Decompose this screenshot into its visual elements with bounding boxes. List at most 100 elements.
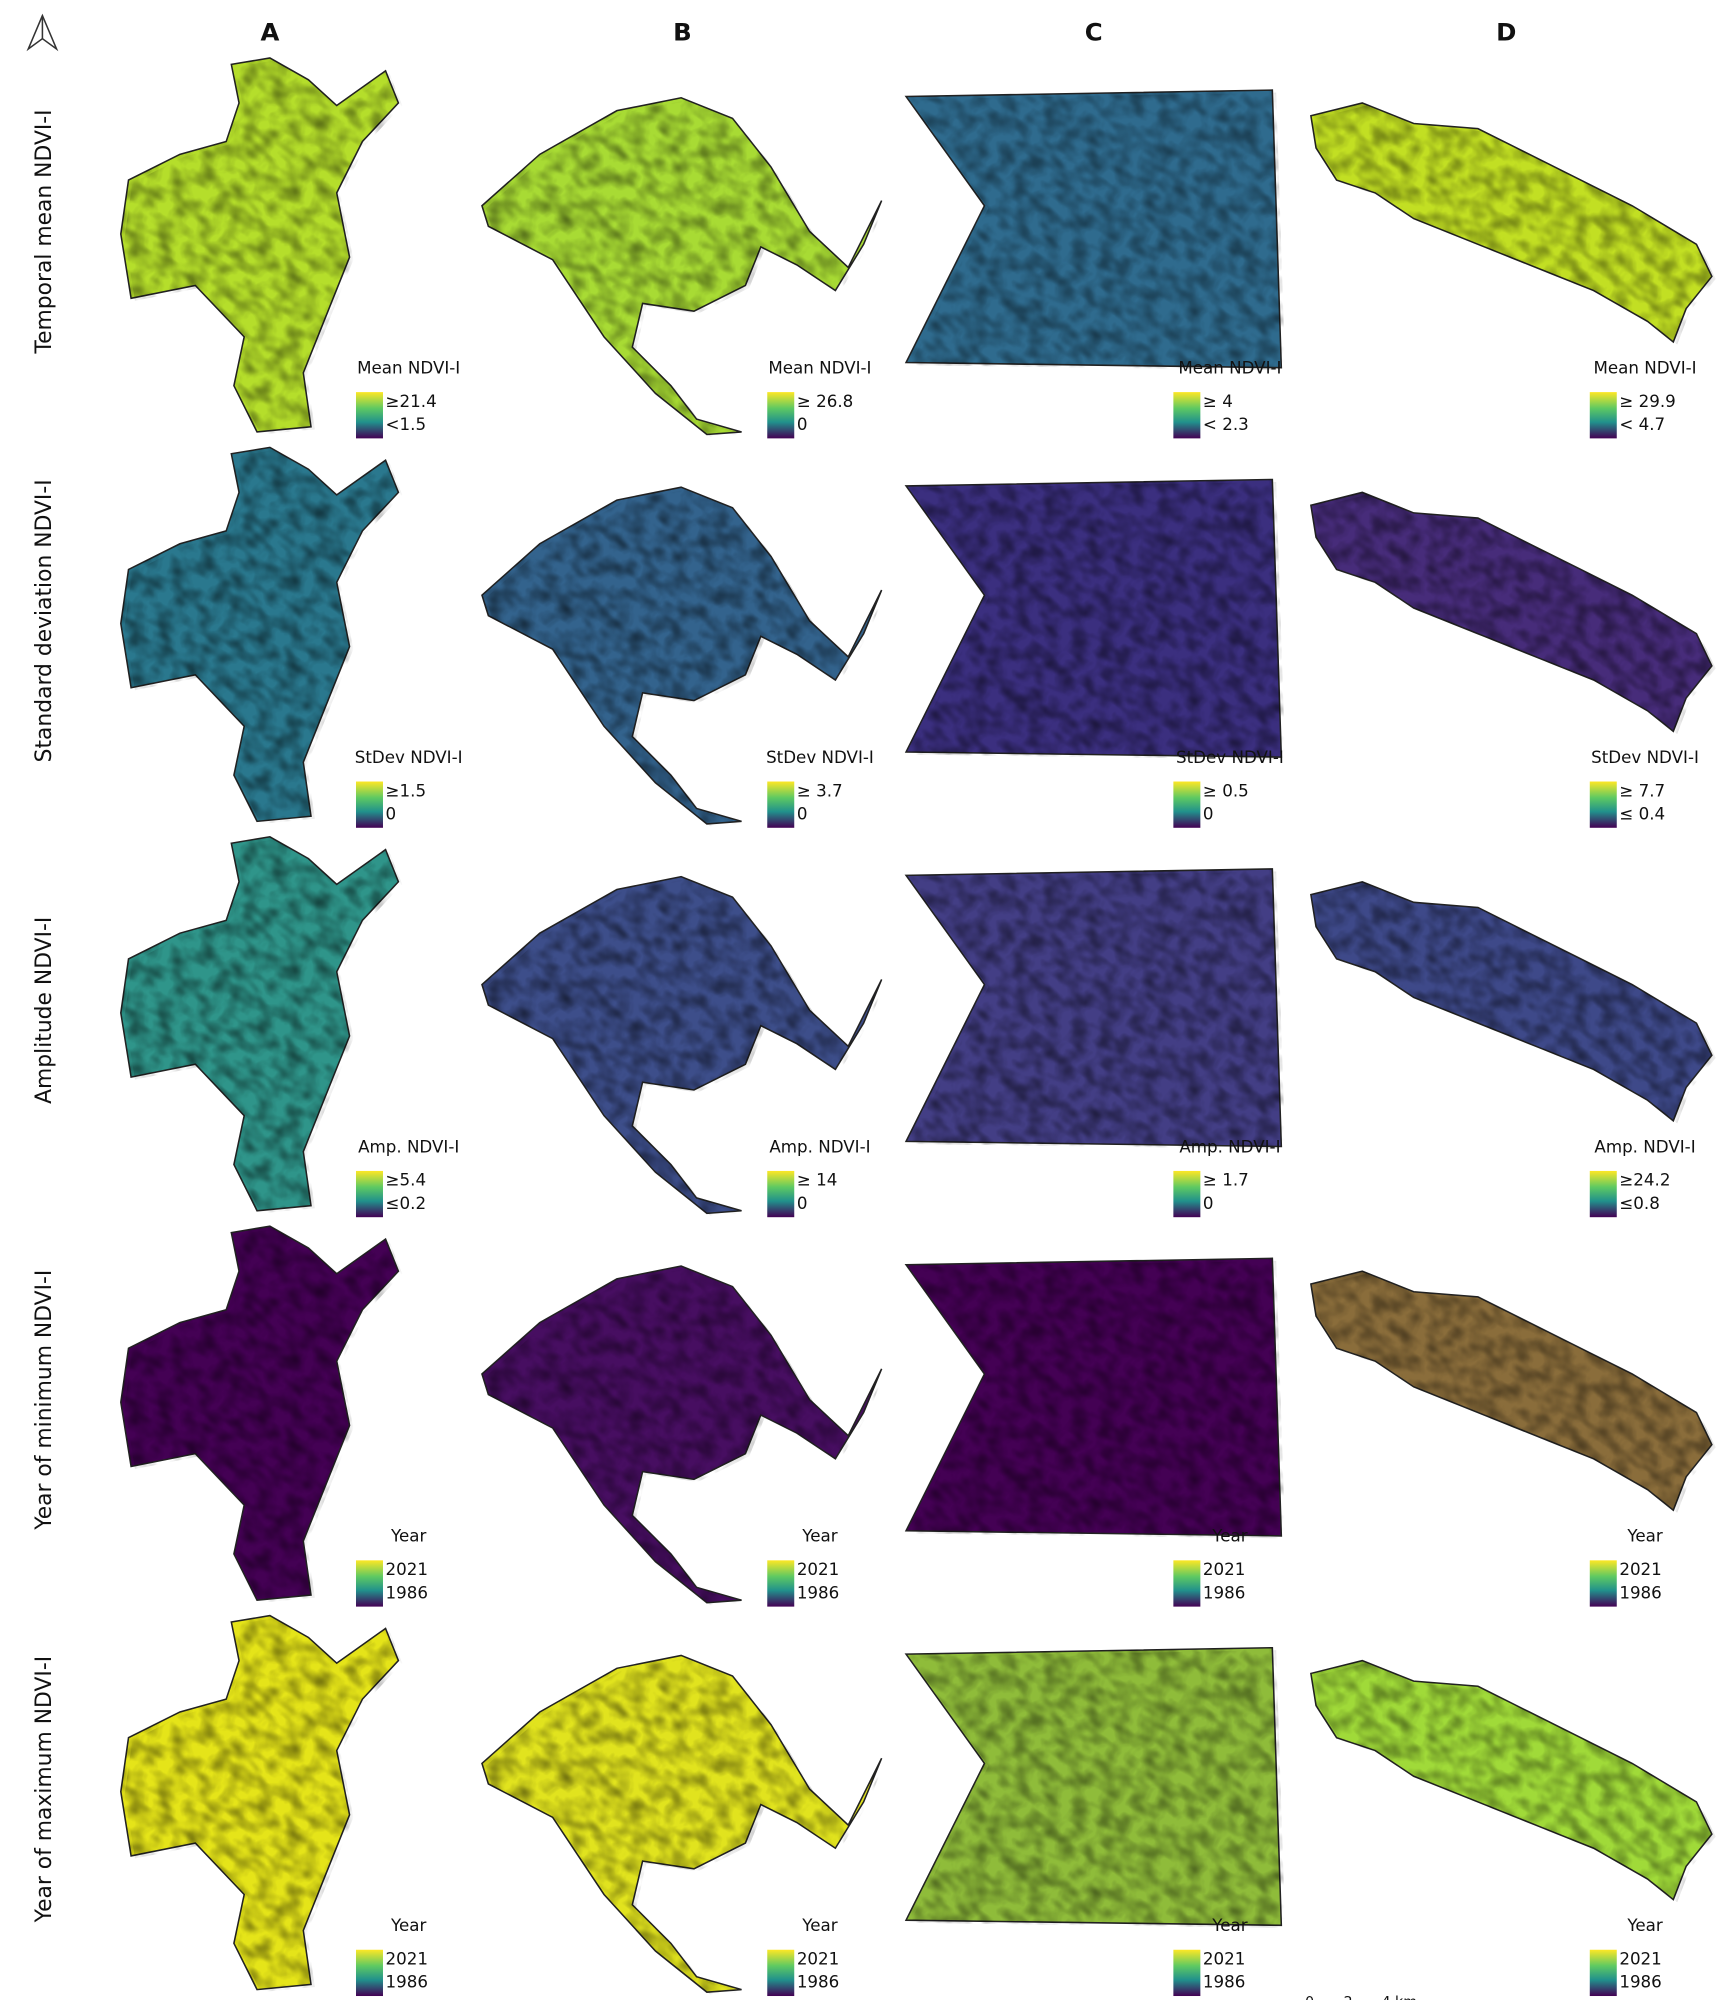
legend-high: ≥ 29.9	[1619, 391, 1675, 411]
legend-high: 2021	[797, 1949, 839, 1969]
legend-ramp	[1589, 781, 1617, 828]
map-panel	[904, 868, 1286, 1150]
row-label: Amplitude NDVI-I	[32, 917, 57, 1104]
map-texture	[1314, 884, 1716, 1124]
legend-ramp	[1589, 1560, 1617, 1607]
legend-high: ≥1.5	[386, 780, 427, 800]
map-panel	[904, 89, 1286, 371]
map-panel	[1310, 1659, 1716, 1903]
legend-low: 0	[797, 1193, 808, 1213]
legend-low: ≤0.2	[386, 1193, 427, 1213]
map-texture	[485, 489, 886, 827]
legend-high: ≥21.4	[386, 391, 437, 411]
legend-title: Amp. NDVI-I	[1179, 1136, 1280, 1156]
legend-low: 0	[386, 803, 397, 823]
legend-ramp	[767, 1949, 795, 1997]
map-panel	[904, 1646, 1286, 1928]
legend-ramp	[1173, 392, 1201, 439]
map-panel	[120, 1225, 403, 1603]
north-arrow	[26, 13, 59, 52]
row-label: Standard deviation NDVI-I	[32, 479, 57, 762]
map-texture	[909, 482, 1286, 760]
legend-high: 2021	[1203, 1949, 1245, 1969]
column-header: B	[673, 18, 692, 47]
legend-ramp	[767, 1170, 795, 1218]
legend-title: StDev NDVI-I	[1591, 747, 1699, 767]
map-panel	[904, 1257, 1286, 1539]
map-texture	[909, 92, 1286, 371]
legend-ramp	[1173, 781, 1201, 828]
map-panel	[120, 1614, 403, 1993]
legend-title: StDev NDVI-I	[766, 747, 874, 767]
legend-high: 2021	[797, 1559, 839, 1579]
map-panel	[1310, 880, 1716, 1124]
legend-title: Amp. NDVI-I	[358, 1136, 459, 1156]
map-texture	[485, 1268, 886, 1606]
legend-low: 1986	[797, 1582, 839, 1602]
legend-ramp	[1589, 1170, 1617, 1218]
map-texture	[124, 449, 403, 824]
legend-high: ≥5.4	[386, 1170, 427, 1190]
legend-high: 2021	[386, 1559, 428, 1579]
legend-low: ≤0.8	[1619, 1193, 1660, 1213]
map-panel	[1310, 491, 1716, 734]
legend-high: ≥ 0.5	[1203, 780, 1249, 800]
legend-high: 2021	[386, 1949, 428, 1969]
map-panel	[1310, 1270, 1716, 1513]
legend-ramp	[1589, 392, 1617, 439]
legend-title: Mean NDVI-I	[1593, 357, 1696, 377]
map-texture	[909, 1650, 1286, 1928]
legend-high: ≥ 1.7	[1203, 1170, 1249, 1190]
map-panel	[481, 96, 886, 438]
legend-title: Year	[801, 1526, 837, 1546]
legend-low: 0	[797, 803, 808, 823]
map-panel	[481, 1654, 886, 1995]
legend-low: 1986	[1619, 1972, 1661, 1992]
legend-ramp	[767, 1560, 795, 1607]
legend-low: 1986	[1203, 1582, 1245, 1602]
legend-ramp	[355, 1949, 383, 1997]
legend-ramp	[1173, 1560, 1201, 1607]
legend-low: 0	[1203, 1193, 1214, 1213]
legend-ramp	[355, 781, 383, 828]
map-texture	[485, 1658, 886, 1995]
legend-low: 0	[797, 414, 808, 434]
legend-title: Year	[390, 1526, 426, 1546]
legend-ramp	[1589, 1949, 1617, 1997]
map-panel	[481, 1265, 886, 1606]
legend-high: ≥ 26.8	[797, 391, 853, 411]
row-label: Year of minimum NDVI-I	[32, 1270, 57, 1531]
map-texture	[124, 839, 403, 1214]
map-panel	[904, 478, 1286, 760]
column-header: D	[1496, 18, 1516, 47]
legend-high: ≥ 7.7	[1619, 780, 1665, 800]
map-texture	[124, 1228, 403, 1603]
legend-title: Year	[1626, 1526, 1662, 1546]
legend-low: ≤ 0.4	[1619, 803, 1665, 823]
scale-bar-label: 4 km	[1382, 1994, 1417, 2000]
legend-low: 1986	[386, 1582, 428, 1602]
map-texture	[124, 1618, 403, 1993]
legend-title: Year	[1211, 1915, 1247, 1935]
legend-title: StDev NDVI-I	[355, 747, 463, 767]
legend-high: 2021	[1619, 1949, 1661, 1969]
column-header: A	[260, 18, 279, 47]
legend-ramp	[355, 1560, 383, 1607]
map-texture	[485, 879, 886, 1216]
legend-high: ≥ 14	[797, 1170, 838, 1190]
legend-ramp	[355, 1170, 383, 1218]
scale-bar-label: 0	[1305, 1994, 1314, 2000]
legend-title: Mean NDVI-I	[768, 357, 871, 377]
map-panel	[120, 446, 403, 824]
map-panel	[481, 486, 886, 827]
legend-title: Year	[801, 1915, 837, 1935]
map-panel	[120, 835, 403, 1214]
legend-low: 0	[1203, 803, 1214, 823]
legend-ramp	[1173, 1949, 1201, 1997]
legend-low: 1986	[386, 1972, 428, 1992]
map-texture	[1314, 105, 1716, 345]
map-texture	[909, 871, 1286, 1150]
legend-low: < 4.7	[1619, 414, 1665, 434]
